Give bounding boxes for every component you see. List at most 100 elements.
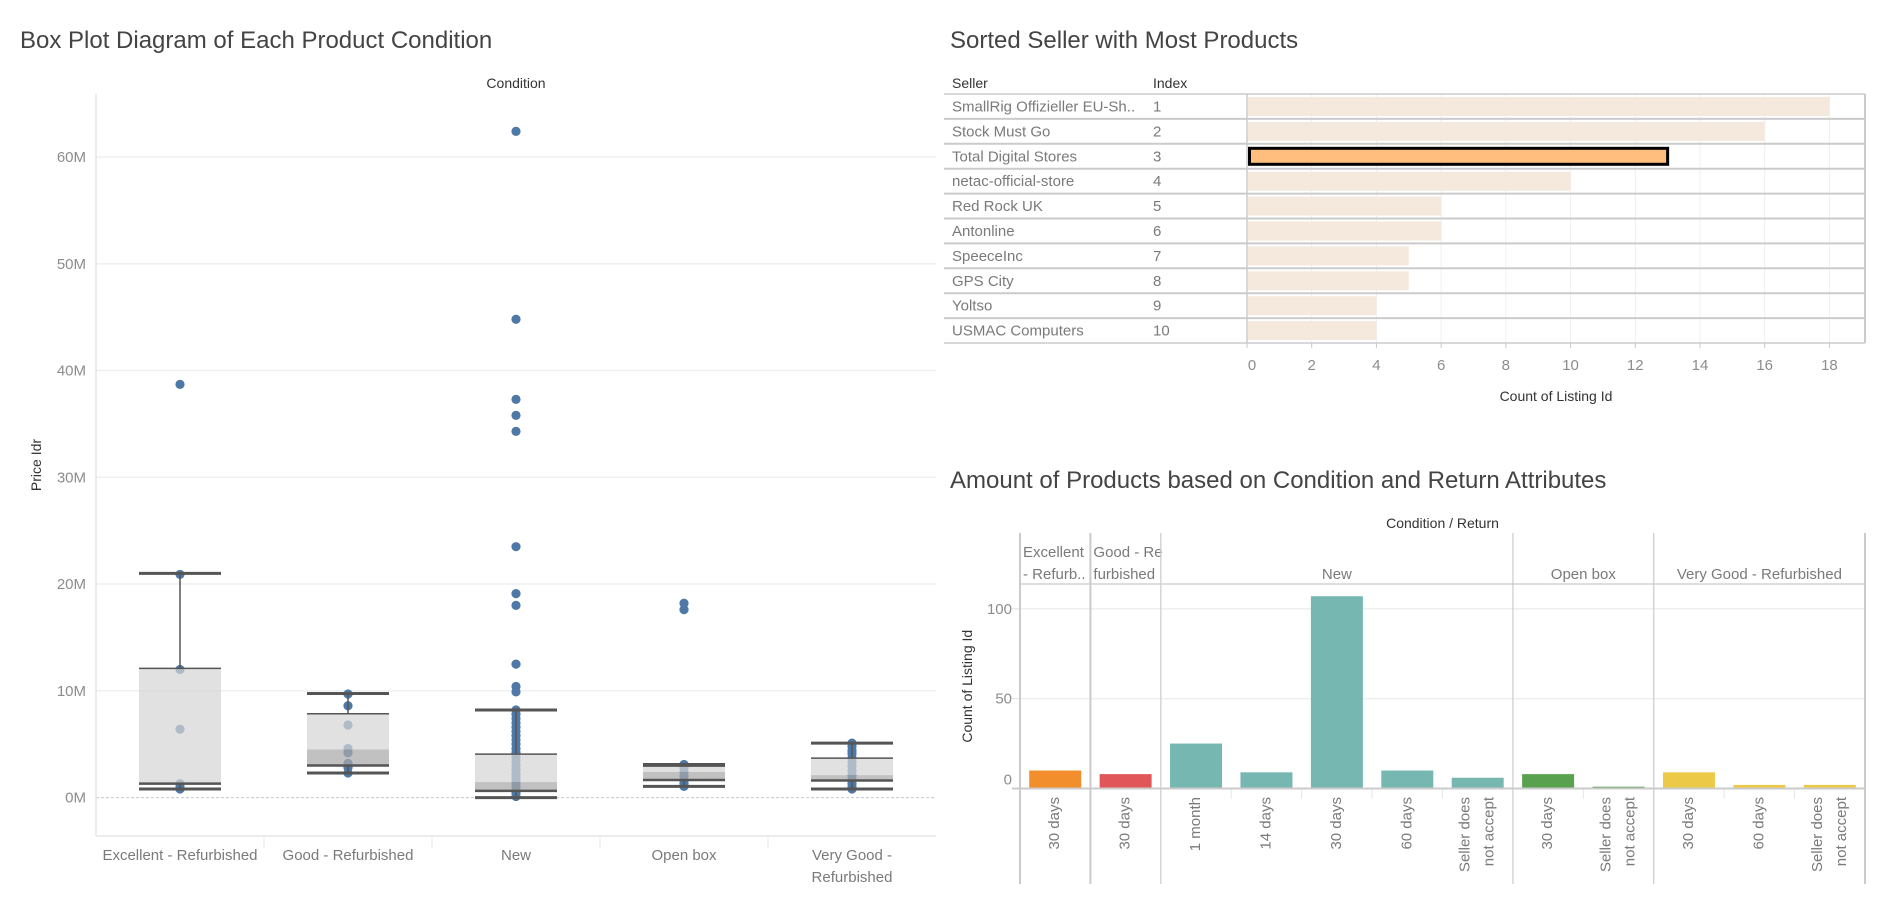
bar[interactable]	[1248, 171, 1571, 191]
y-tick-label: 20M	[57, 576, 86, 593]
box-upper-half[interactable]	[643, 766, 725, 772]
bar[interactable]	[1310, 596, 1363, 789]
condition-return-chart: Condition / Return 0 50 100 Count of Listing…	[959, 515, 1866, 884]
seller-name: Yoltso	[952, 298, 992, 315]
return-label: Seller does	[1598, 797, 1615, 872]
box-lower-half[interactable]	[811, 775, 893, 781]
seller-row[interactable]: Stock Must Go 2	[952, 121, 1765, 141]
seller-index: 4	[1153, 173, 1161, 190]
seller-index: 8	[1153, 273, 1161, 290]
data-point[interactable]	[511, 426, 521, 436]
chart-header: Condition / Return	[1386, 515, 1499, 531]
bar[interactable]	[1248, 321, 1377, 341]
condition-section: Excellent - Refurb.. 30 days	[1023, 544, 1086, 850]
data-point[interactable]	[511, 394, 521, 404]
box-plot-title: Box Plot Diagram of Each Product Conditi…	[20, 27, 493, 54]
data-point[interactable]	[511, 126, 521, 136]
box-upper-half[interactable]	[307, 713, 389, 750]
box-lower-half[interactable]	[475, 782, 557, 791]
section-header-label: Good - Re	[1093, 544, 1162, 561]
condition-section: Very Good - Refurbished 30 days 60 days Sel…	[1662, 566, 1856, 872]
data-point[interactable]	[679, 598, 689, 608]
bar[interactable]	[1381, 770, 1434, 789]
condition-section: Open box 30 days Seller does not accept	[1522, 566, 1645, 872]
seller-row[interactable]: USMAC Computers 10	[952, 321, 1377, 341]
seller-row[interactable]: netac-official-store 4	[952, 171, 1571, 191]
seller-row[interactable]: SpeeceInc 7	[952, 246, 1409, 266]
box-lower-half[interactable]	[643, 771, 725, 781]
bar[interactable]	[1733, 784, 1786, 789]
data-point[interactable]	[511, 314, 521, 324]
bar[interactable]	[1248, 97, 1830, 116]
category-label: Good - Refurbished	[283, 847, 414, 864]
section-header-label: Open box	[1551, 566, 1617, 583]
x-tick-label: 14	[1692, 357, 1709, 374]
box-lower-half[interactable]	[307, 749, 389, 766]
data-point[interactable]	[511, 659, 521, 669]
seller-index: 2	[1153, 123, 1161, 140]
x-tick-label: 16	[1756, 357, 1773, 374]
seller-row[interactable]: Yoltso 9	[952, 296, 1377, 316]
section-header-label: - Refurb..	[1023, 566, 1086, 583]
x-tick-label: 0	[1248, 357, 1256, 374]
bar[interactable]	[1170, 743, 1223, 789]
seller-index: 1	[1153, 98, 1161, 115]
seller-row[interactable]: SmallRig Offizieller EU-Sh.. 1	[952, 97, 1830, 116]
bar[interactable]	[1240, 772, 1293, 789]
box-upper-half[interactable]	[475, 754, 557, 783]
category-label: Refurbished	[812, 869, 893, 886]
x-tick-label: 6	[1437, 357, 1445, 374]
x-tick-label: 18	[1821, 357, 1838, 374]
bar[interactable]	[1451, 777, 1504, 789]
bar[interactable]	[1248, 221, 1442, 241]
category-label: Very Good -	[812, 847, 892, 864]
seller-index: 6	[1153, 223, 1161, 240]
return-label: 30 days	[1046, 797, 1063, 850]
return-label: not accept	[1833, 796, 1850, 866]
bar[interactable]	[1662, 772, 1715, 789]
seller-name: Total Digital Stores	[952, 148, 1077, 165]
y-tick-label: 50M	[57, 256, 86, 273]
bar[interactable]	[1248, 296, 1377, 316]
seller-row[interactable]: GPS City 8	[952, 271, 1409, 291]
bar[interactable]	[1803, 784, 1856, 789]
seller-name: Stock Must Go	[952, 123, 1050, 140]
bar[interactable]	[1248, 246, 1409, 266]
seller-row[interactable]: Total Digital Stores 3	[952, 146, 1670, 166]
data-point[interactable]	[511, 410, 521, 420]
return-label: Seller does	[1809, 797, 1826, 872]
y-tick-label: 60M	[57, 149, 86, 166]
data-point[interactable]	[511, 589, 521, 599]
seller-name: USMAC Computers	[952, 323, 1084, 340]
x-tick-label: 2	[1308, 357, 1316, 374]
seller-row[interactable]: Antonline 6	[952, 221, 1442, 241]
bar[interactable]	[1248, 121, 1765, 141]
seller-index: 10	[1153, 323, 1170, 340]
bar[interactable]	[1248, 271, 1409, 291]
bar[interactable]	[1029, 770, 1082, 789]
bar-highlighted[interactable]	[1248, 146, 1670, 166]
seller-index: 3	[1153, 148, 1161, 165]
bar[interactable]	[1248, 196, 1442, 216]
data-point[interactable]	[511, 542, 521, 552]
section-header-label: Excellent	[1023, 544, 1085, 561]
seller-row[interactable]: Red Rock UK 5	[952, 196, 1442, 216]
column-header-seller: Seller	[952, 75, 988, 91]
bar[interactable]	[1522, 774, 1575, 789]
y-tick-label: 40M	[57, 363, 86, 380]
data-point[interactable]	[679, 605, 689, 615]
data-point[interactable]	[175, 379, 185, 389]
seller-name: GPS City	[952, 273, 1014, 290]
box-upper-half[interactable]	[811, 758, 893, 776]
return-label: 30 days	[1328, 797, 1345, 850]
data-point[interactable]	[511, 600, 521, 610]
condition-section: Good - Re furbished 30 days	[1093, 544, 1162, 850]
seller-index: 7	[1153, 248, 1161, 265]
seller-index: 9	[1153, 298, 1161, 315]
bar[interactable]	[1099, 774, 1152, 789]
data-point[interactable]	[511, 687, 521, 697]
box-upper-half[interactable]	[139, 668, 221, 784]
return-label: 1 month	[1187, 797, 1204, 851]
